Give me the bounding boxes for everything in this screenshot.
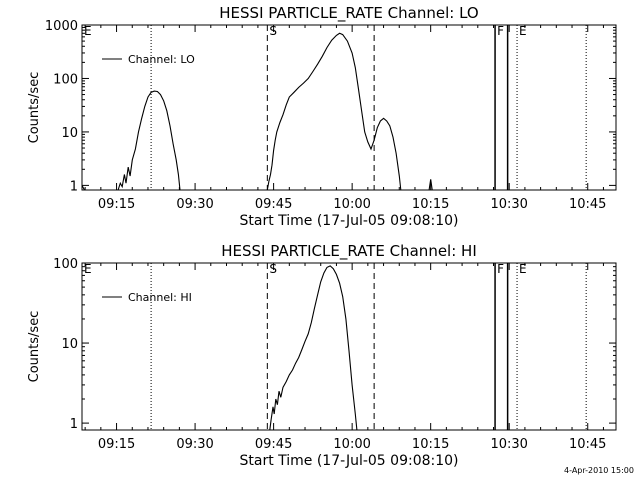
event-marker-label: S: [269, 262, 277, 276]
event-marker-label: F: [497, 24, 504, 38]
x-tick-label: 09:30: [176, 437, 213, 452]
x-tick-label: 10:45: [569, 197, 606, 212]
chart-title: HESSI PARTICLE_RATE Channel: LO: [219, 4, 478, 23]
y-tick-label: 1: [70, 179, 78, 194]
event-marker-label: E: [519, 24, 527, 38]
x-tick-label: 09:45: [255, 437, 292, 452]
x-tick-label: 10:00: [333, 197, 370, 212]
series-line: [428, 179, 433, 191]
event-marker-label: S: [269, 24, 277, 38]
x-axis-label: Start Time (17-Jul-05 09:08:10): [239, 213, 458, 229]
x-tick-label: 09:15: [98, 437, 135, 452]
y-tick-label: 1000: [45, 19, 78, 34]
x-tick-label: 09:15: [98, 197, 135, 212]
x-tick-label: 10:15: [412, 437, 449, 452]
x-tick-label: 09:45: [255, 197, 292, 212]
event-marker-label: E: [84, 24, 92, 38]
plot-frame: [81, 24, 617, 191]
timestamp: 4-Apr-2010 15:00: [564, 466, 634, 475]
chart-title: HESSI PARTICLE_RATE Channel: HI: [221, 242, 477, 261]
series-line: [81, 185, 85, 191]
y-tick-label: 10: [61, 337, 78, 352]
y-tick-label: 10: [61, 126, 78, 141]
x-tick-label: 09:30: [176, 197, 213, 212]
event-marker-label: E: [519, 262, 527, 276]
x-tick-label: 10:00: [333, 437, 370, 452]
legend-label: Channel: LO: [128, 53, 195, 66]
legend-label: Channel: HI: [128, 291, 192, 304]
x-tick-label: 10:30: [490, 197, 527, 212]
panel-lo: HESSI PARTICLE_RATE Channel: LO 09:15 09:3…: [27, 4, 617, 229]
event-marker-label: E: [84, 262, 92, 276]
x-tick-label: 10:30: [490, 437, 527, 452]
y-tick-label: 100: [53, 72, 78, 87]
y-axis-label: Counts/sec: [27, 72, 42, 144]
x-axis-label: Start Time (17-Jul-05 09:08:10): [239, 453, 458, 469]
x-tick-label: 10:45: [569, 437, 606, 452]
y-axis-label: Counts/sec: [27, 311, 42, 383]
y-tick-label: 1: [70, 417, 78, 432]
event-marker-label: F: [497, 262, 504, 276]
series-line: [117, 90, 181, 191]
panel-hi: HESSI PARTICLE_RATE Channel: HI 09:15 09:3…: [27, 242, 617, 469]
x-tick-label: 10:15: [412, 197, 449, 212]
series-line: [266, 32, 402, 191]
y-tick-label: 100: [53, 257, 78, 272]
series-line: [269, 265, 358, 431]
